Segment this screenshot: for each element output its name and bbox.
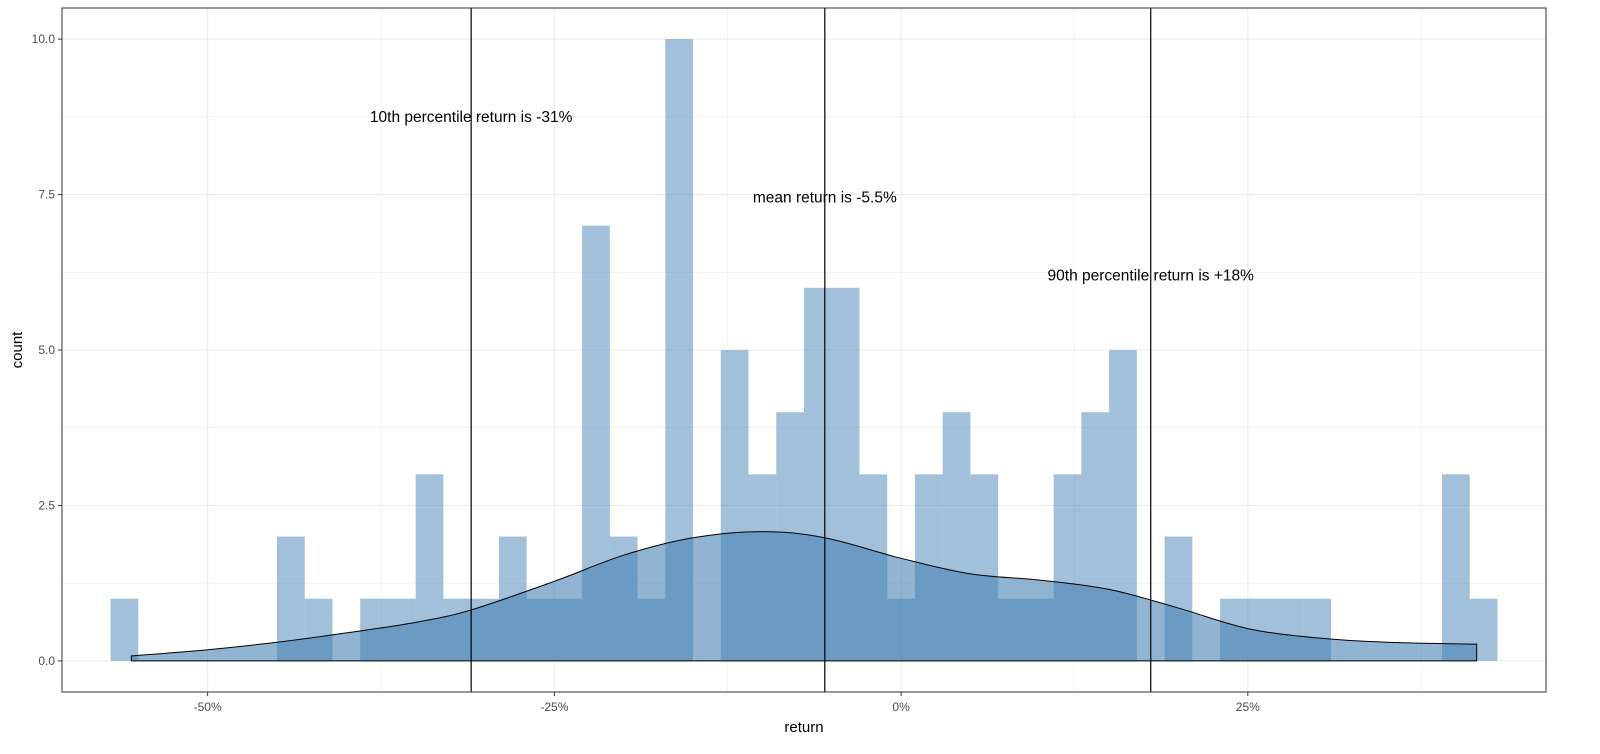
y-tick-label: 5.0 [38, 343, 55, 357]
histogram-bar [1441, 474, 1470, 661]
histogram-bar [110, 598, 139, 661]
y-tick-label: 0.0 [38, 654, 55, 668]
annotation-label: 90th percentile return is +18% [1048, 267, 1255, 284]
x-axis-ticks: -50% -25% 0% 25% [194, 692, 1260, 714]
y-tick-label: 7.5 [38, 188, 55, 202]
y-axis-ticks: 0.0 2.5 5.0 7.5 10.0 [32, 32, 62, 668]
y-axis-title: count [9, 331, 26, 369]
y-tick-label: 10.0 [32, 32, 56, 46]
x-tick-label: 25% [1236, 700, 1260, 714]
x-tick-label: -50% [194, 700, 222, 714]
density-area [130, 531, 1478, 662]
x-tick-label: 0% [892, 700, 910, 714]
density-curve [130, 531, 1478, 662]
annotations: 10th percentile return is -31% mean retur… [370, 109, 1254, 285]
y-tick-label: 2.5 [38, 498, 55, 512]
annotation-label: 10th percentile return is -31% [370, 109, 573, 126]
reference-lines [470, 8, 1152, 692]
x-axis-title: return [784, 719, 823, 736]
x-tick-label: -25% [540, 700, 568, 714]
annotation-label: mean return is -5.5% [753, 190, 897, 207]
